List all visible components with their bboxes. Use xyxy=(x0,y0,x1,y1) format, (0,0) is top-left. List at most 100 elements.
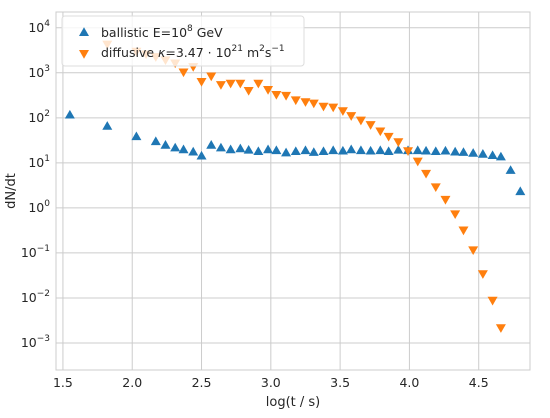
legend-label-ballistic: ballistic E=108 GeV xyxy=(101,24,223,40)
x-tick-label: 4.0 xyxy=(399,375,419,390)
legend: ballistic E=108 GeV diffusive κ=3.47 · 1… xyxy=(61,15,305,67)
ballistic-point xyxy=(412,145,423,155)
y-tick-label: 10−2 xyxy=(21,289,50,305)
diffusive-point xyxy=(355,116,366,126)
x-tick-label: 3.0 xyxy=(261,375,281,390)
legend-box xyxy=(61,15,305,67)
x-axis-ticks: 1.5 2.0 2.5 3.0 3.5 4.0 4.5 xyxy=(53,375,489,390)
ballistic-point xyxy=(64,109,75,119)
y-axis-label: dN/dt xyxy=(4,173,19,209)
ballistic-point xyxy=(235,143,246,153)
diffusive-point xyxy=(365,121,376,130)
diffusive-point xyxy=(281,91,292,101)
diffusive-point xyxy=(263,86,274,95)
diffusive-point xyxy=(495,324,506,333)
diffusive-point xyxy=(383,132,394,142)
y-tick-label: 10−1 xyxy=(21,244,50,260)
diffusive-point xyxy=(337,107,348,116)
diffusive-point xyxy=(403,147,414,156)
diffusive-point xyxy=(318,102,329,112)
ballistic-point xyxy=(188,146,199,156)
y-tick-label: 102 xyxy=(28,109,50,125)
ballistic-point xyxy=(328,145,339,155)
diffusive-point xyxy=(225,79,236,89)
diffusive-point xyxy=(440,195,451,205)
legend-marker-ballistic xyxy=(79,27,89,36)
diffusive-point xyxy=(346,112,357,121)
y-tick-label: 100 xyxy=(28,199,50,215)
diffusive-point xyxy=(308,99,319,109)
ballistic-point xyxy=(290,146,301,155)
diffusive-point xyxy=(243,86,254,96)
diffusive-point xyxy=(468,246,479,256)
ballistic-point xyxy=(505,165,516,174)
ballistic-point xyxy=(225,144,236,154)
x-axis-label: log(t / s) xyxy=(266,395,320,410)
legend-marker-diffusive xyxy=(79,50,89,59)
ballistic-point xyxy=(458,147,469,156)
y-axis-ticks: 104 103 102 101 100 10−1 10−2 10−3 xyxy=(21,19,50,350)
x-tick-label: 4.5 xyxy=(469,375,489,390)
series-diffusive xyxy=(102,40,506,333)
ballistic-point xyxy=(196,150,207,160)
plot-frame xyxy=(55,11,531,371)
ballistic-point xyxy=(300,145,311,155)
ballistic-point xyxy=(160,140,171,149)
diffusive-point xyxy=(421,169,432,179)
ballistic-point xyxy=(271,145,282,155)
ballistic-point xyxy=(131,131,142,141)
diffusive-point xyxy=(450,210,461,220)
diffusive-point xyxy=(215,81,226,90)
ballistic-point xyxy=(421,145,432,155)
diffusive-point xyxy=(178,68,189,78)
ballistic-point xyxy=(487,150,498,160)
ballistic-point xyxy=(102,121,113,130)
diffusive-point xyxy=(206,72,217,82)
ballistic-point xyxy=(281,147,292,157)
ballistic-point xyxy=(430,146,441,155)
ballistic-point xyxy=(393,144,404,154)
diffusive-point xyxy=(196,77,207,87)
ballistic-point xyxy=(375,145,386,155)
ballistic-point xyxy=(253,146,264,155)
diffusive-point xyxy=(487,296,498,306)
diffusive-point xyxy=(290,96,301,106)
ballistic-point xyxy=(477,149,488,158)
y-tick-label: 104 xyxy=(28,19,50,35)
ballistic-point xyxy=(450,146,461,156)
ballistic-point xyxy=(170,142,181,152)
y-tick-label: 103 xyxy=(28,64,50,80)
diffusive-point xyxy=(235,79,246,89)
diffusive-point xyxy=(328,103,339,113)
ballistic-point xyxy=(337,145,348,155)
diffusive-point xyxy=(458,226,469,236)
ballistic-point xyxy=(346,144,357,154)
ballistic-point xyxy=(495,151,506,161)
legend-label-diffusive: diffusive κ=3.47 · 1021 m2s−1 xyxy=(101,44,285,60)
ballistic-point xyxy=(215,142,226,152)
x-tick-label: 2.5 xyxy=(192,375,212,390)
diffusive-point xyxy=(477,270,488,279)
ballistic-point xyxy=(365,145,376,155)
ballistic-point xyxy=(515,186,526,196)
ballistic-point xyxy=(440,145,451,155)
ballistic-point xyxy=(355,145,366,155)
series-ballistic xyxy=(64,109,526,196)
x-tick-label: 1.5 xyxy=(53,375,73,390)
y-tick-label: 10−3 xyxy=(21,334,50,350)
diffusive-point xyxy=(412,157,423,167)
diffusive-point xyxy=(271,91,282,100)
diffusive-point xyxy=(375,127,386,137)
ballistic-point xyxy=(206,140,217,149)
ballistic-point xyxy=(383,146,394,155)
diffusive-point xyxy=(253,79,264,89)
ballistic-point xyxy=(468,148,479,157)
ballistic-point xyxy=(178,144,189,154)
ballistic-point xyxy=(150,136,161,146)
diffusive-point xyxy=(430,183,441,192)
diffusive-point xyxy=(393,138,404,147)
x-tick-label: 3.5 xyxy=(330,375,350,390)
diffusive-point xyxy=(300,98,311,107)
ballistic-point xyxy=(243,144,254,154)
